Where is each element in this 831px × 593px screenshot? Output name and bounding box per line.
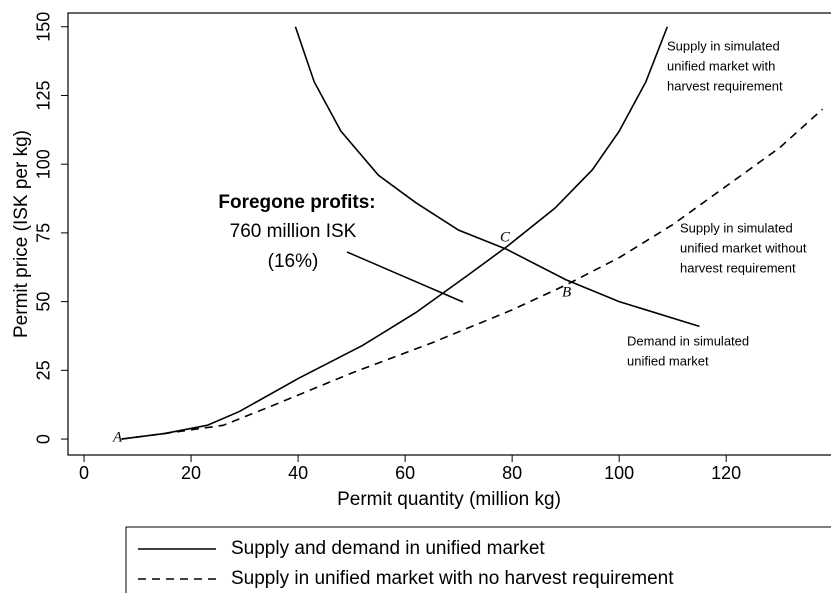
curve-label: unified market without [680,240,807,255]
x-tick-label: 60 [395,463,415,483]
series-line [294,26,700,328]
plot-frame [67,12,831,456]
annotation: (16%) [268,251,319,272]
x-axis-title: Permit quantity (million kg) [337,489,561,510]
annotation: Foregone profits: [218,192,375,213]
curve-label: Supply in simulated [667,38,780,53]
x-tick-label: 0 [79,463,89,483]
y-tick-label: 50 [34,292,54,312]
legend-box [125,526,831,593]
point-label: C [500,229,511,245]
curve-label: harvest requirement [667,78,783,93]
y-tick-label: 100 [34,149,54,179]
annotation-pointer [346,251,464,303]
x-tick-label: 120 [711,463,741,483]
legend-label: Supply and demand in unified market [231,538,545,559]
y-tick-label: 0 [34,434,54,444]
curve-label: unified market [627,353,709,368]
point-label: B [562,284,571,300]
point-label: A [112,429,123,445]
annotation: 760 million ISK [230,221,357,242]
x-tick-label: 80 [502,463,522,483]
series-line [121,26,669,440]
legend-label: Supply in unified market with no harvest… [231,568,674,589]
series-line [121,108,824,440]
x-tick-label: 100 [604,463,634,483]
curve-label: harvest requirement [680,260,796,275]
curve-label: unified market with [667,58,775,73]
x-tick-label: 20 [181,463,201,483]
x-tick-label: 40 [288,463,308,483]
curve-label: Demand in simulated [627,333,749,348]
y-tick-label: 75 [34,223,54,243]
curve-label: Supply in simulated [680,220,793,235]
y-tick-label: 125 [34,80,54,110]
y-tick-label: 150 [34,12,54,42]
y-axis-title: Permit price (ISK per kg) [11,130,32,338]
y-tick-label: 25 [34,360,54,380]
